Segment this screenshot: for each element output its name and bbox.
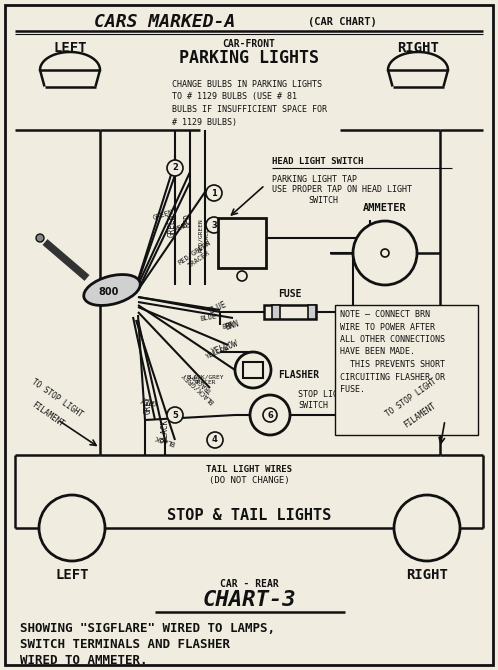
Text: RED/GREEN
TRACER: RED/GREEN TRACER (199, 218, 209, 252)
Text: SHOWING "SIGFLARE" WIRED TO LAMPS,: SHOWING "SIGFLARE" WIRED TO LAMPS, (20, 622, 275, 635)
Text: GREEN: GREEN (152, 209, 174, 221)
Bar (218, 218, 266, 268)
Ellipse shape (84, 275, 140, 306)
Circle shape (206, 217, 222, 233)
Bar (272, 305, 280, 319)
Circle shape (39, 495, 105, 561)
Text: YELLOW: YELLOW (205, 344, 231, 360)
Circle shape (235, 352, 271, 388)
Text: GREY: GREY (143, 396, 152, 414)
Text: NOTE — CONNECT BRN
WIRE TO POWER AFTER
ALL OTHER CONNECTIONS
HAVE BEEN MADE.
  T: NOTE — CONNECT BRN WIRE TO POWER AFTER A… (340, 310, 445, 394)
Text: TAIL LIGHT WIRES: TAIL LIGHT WIRES (206, 465, 292, 474)
Text: FUSE: FUSE (278, 289, 302, 299)
Text: STOP LIGHT
SWITCH: STOP LIGHT SWITCH (298, 390, 348, 410)
Text: GREEN: GREEN (167, 214, 176, 237)
Circle shape (263, 408, 277, 422)
Text: RED/GREEN
TRACER: RED/GREEN TRACER (178, 240, 217, 272)
Text: CHANGE BULBS IN PARKING LIGHTS
TO # 1129 BULBS (USE # 81
BULBS IF INSUFFICIENT S: CHANGE BULBS IN PARKING LIGHTS TO # 1129… (172, 80, 327, 127)
Text: RIGHT: RIGHT (397, 41, 439, 55)
Text: 2: 2 (172, 163, 178, 172)
Text: BRN: BRN (224, 318, 240, 332)
Circle shape (206, 185, 222, 201)
Text: GREY: GREY (139, 395, 157, 405)
Bar (335, 305, 478, 435)
Text: BLUE: BLUE (199, 314, 217, 322)
Text: (DO NOT CHANGE): (DO NOT CHANGE) (209, 476, 289, 485)
Text: 3: 3 (211, 220, 217, 230)
Text: BLUE: BLUE (208, 300, 228, 316)
Text: AMMETER: AMMETER (363, 203, 407, 213)
Text: RIGHT: RIGHT (406, 568, 448, 582)
Text: BLACK/GREY
TRACER: BLACK/GREY TRACER (186, 375, 224, 385)
Text: BRN: BRN (221, 322, 235, 330)
Circle shape (250, 395, 290, 435)
Circle shape (36, 234, 44, 242)
Text: BLACK/GREY
TRACER: BLACK/GREY TRACER (180, 366, 220, 404)
Text: RED: RED (183, 213, 193, 227)
Text: 5: 5 (172, 411, 178, 419)
Text: BLACK: BLACK (154, 434, 176, 446)
Text: LEFT: LEFT (55, 568, 89, 582)
Text: HEAD LIGHT SWITCH: HEAD LIGHT SWITCH (272, 157, 364, 167)
Text: CAR-FRONT: CAR-FRONT (223, 39, 275, 49)
Text: FLASHER: FLASHER (278, 370, 319, 380)
Text: SWITCH TERMINALS AND FLASHER: SWITCH TERMINALS AND FLASHER (20, 638, 230, 651)
Text: CARS MARKED-A: CARS MARKED-A (94, 13, 236, 31)
Bar (308, 305, 316, 319)
Text: YELLOW: YELLOW (211, 339, 240, 357)
Bar (243, 362, 263, 378)
Text: PARKING LIGHT TAP: PARKING LIGHT TAP (272, 175, 357, 184)
Text: 4: 4 (212, 436, 218, 444)
Text: RED: RED (173, 222, 187, 233)
Text: PARKING LIGHTS: PARKING LIGHTS (179, 49, 319, 67)
Text: STOP & TAIL LIGHTS: STOP & TAIL LIGHTS (167, 507, 331, 523)
Text: USE PROPER TAP ON HEAD LIGHT: USE PROPER TAP ON HEAD LIGHT (272, 185, 412, 194)
Circle shape (353, 221, 417, 285)
Text: CAR - REAR: CAR - REAR (220, 579, 278, 589)
Bar (264, 305, 316, 319)
Text: LEFT: LEFT (53, 41, 87, 55)
Text: FILAMENT: FILAMENT (30, 401, 65, 429)
Text: SWITCH: SWITCH (308, 196, 338, 205)
Circle shape (167, 160, 183, 176)
Text: WIRED TO AMMETER.: WIRED TO AMMETER. (20, 654, 147, 667)
Circle shape (394, 495, 460, 561)
Text: BLACK: BLACK (160, 419, 169, 442)
Text: TO STOP LIGHT: TO STOP LIGHT (30, 377, 85, 419)
Circle shape (237, 271, 247, 281)
Circle shape (381, 249, 389, 257)
Text: 1: 1 (211, 188, 217, 198)
Text: FILAMENT: FILAMENT (402, 401, 438, 429)
Text: CHART-3: CHART-3 (202, 590, 296, 610)
Text: 6: 6 (267, 411, 273, 419)
Circle shape (207, 432, 223, 448)
Text: 800: 800 (99, 287, 119, 297)
Text: TO STOP LIGHT: TO STOP LIGHT (383, 377, 438, 419)
Circle shape (167, 407, 183, 423)
Text: (CAR CHART): (CAR CHART) (308, 17, 377, 27)
